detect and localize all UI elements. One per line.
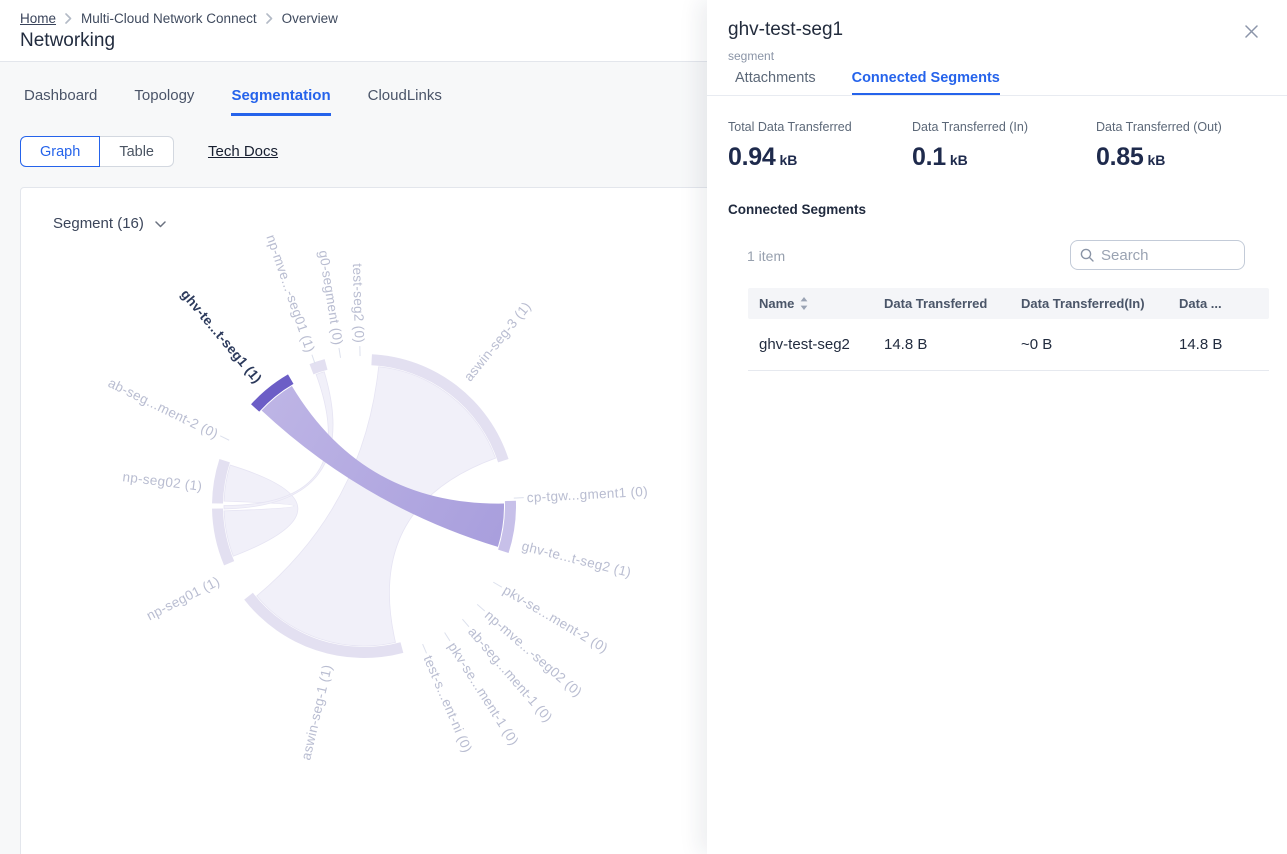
segment-arc[interactable] xyxy=(244,592,404,658)
label-leader-line xyxy=(338,347,342,358)
column-header-data-transferred: Data Transferred xyxy=(884,296,988,311)
graph-view-button[interactable]: Graph xyxy=(20,136,101,167)
segment-label[interactable]: g0-segment (0) xyxy=(316,249,346,346)
segment-label[interactable]: ghv-te...t-seg1 (1) xyxy=(178,286,265,386)
search-box xyxy=(1070,240,1245,270)
breadcrumb-item[interactable]: Multi-Cloud Network Connect xyxy=(81,11,257,26)
breadcrumb: Home Multi-Cloud Network Connect Overvie… xyxy=(20,11,338,26)
stat-unit: kB xyxy=(1147,152,1166,168)
label-leader-line xyxy=(462,618,470,628)
table-view-button[interactable]: Table xyxy=(100,136,174,167)
main-tab-bar: Dashboard Topology Segmentation CloudLin… xyxy=(24,87,442,116)
stat-unit: kB xyxy=(779,152,798,168)
segment-label[interactable]: np-mve...-seg01 (1) xyxy=(263,233,317,355)
segment-dropdown-label: Segment (16) xyxy=(53,215,144,232)
sort-icon[interactable] xyxy=(800,297,808,310)
cell-data-transferred-out: 14.8 B xyxy=(1179,336,1223,353)
segment-arc[interactable] xyxy=(309,359,328,375)
page-title: Networking xyxy=(20,30,116,51)
chevron-right-icon xyxy=(265,13,273,24)
label-leader-line xyxy=(311,354,316,365)
cell-data-transferred-in: ~0 B xyxy=(1021,336,1053,353)
items-count: 1 item xyxy=(747,248,786,264)
label-leader-line xyxy=(476,604,486,612)
chevron-right-icon xyxy=(65,13,72,24)
chord-ribbon[interactable] xyxy=(223,464,299,557)
segment-dropdown[interactable]: Segment (16) xyxy=(53,215,166,232)
segment-arc[interactable] xyxy=(251,374,294,412)
breadcrumb-home-link[interactable]: Home xyxy=(20,11,57,26)
view-controls: Graph Table Tech Docs xyxy=(20,136,278,167)
tab-cloudlinks[interactable]: CloudLinks xyxy=(367,87,442,104)
panel-tabs-divider xyxy=(707,95,1287,96)
segment-label[interactable]: ab-seg...ment-2 (0) xyxy=(106,375,221,441)
label-leader-line xyxy=(422,643,427,654)
tab-dashboard[interactable]: Dashboard xyxy=(24,87,98,104)
tab-topology[interactable]: Topology xyxy=(134,87,195,104)
panel-tab-bar: Attachments Connected Segments xyxy=(735,70,1000,96)
segment-label[interactable]: cp-tgw...gment1 (0) xyxy=(526,484,648,505)
table-row[interactable]: ghv-test-seg2 14.8 B ~0 B 14.8 B xyxy=(748,319,1269,371)
search-icon xyxy=(1080,248,1094,262)
tab-attachments[interactable]: Attachments xyxy=(735,70,816,86)
cell-data-transferred: 14.8 B xyxy=(884,336,928,353)
chevron-down-icon xyxy=(155,215,166,232)
chord-ribbon[interactable] xyxy=(223,371,334,510)
stat-total-data-transferred: Total Data Transferred 0.94 kB xyxy=(728,120,912,172)
tech-docs-link[interactable]: Tech Docs xyxy=(207,143,279,160)
close-icon[interactable] xyxy=(1243,23,1259,39)
stat-value: 0.85 xyxy=(1096,143,1144,171)
label-leader-line xyxy=(513,497,524,499)
stat-label: Data Transferred (Out) xyxy=(1096,120,1222,134)
table-header-row: Name Data Transferred Data Transferred(I… xyxy=(748,288,1269,319)
column-header-data-transferred-in: Data Transferred(In) xyxy=(1021,296,1145,311)
connected-segments-heading: Connected Segments xyxy=(728,202,867,217)
stat-data-transferred-out: Data Transferred (Out) 0.85 kB xyxy=(1096,120,1266,172)
stat-value: 0.1 xyxy=(912,143,946,171)
segment-detail-panel: ghv-test-seg1 segment Attachments Connec… xyxy=(707,0,1287,854)
panel-title: ghv-test-seg1 xyxy=(728,19,844,40)
segment-label[interactable]: aswin-seg-3 (1) xyxy=(461,299,534,384)
panel-subtitle: segment xyxy=(728,49,775,63)
search-input[interactable] xyxy=(1101,246,1235,264)
column-header-data-transferred-out: Data ... xyxy=(1179,296,1222,311)
cell-segment-name[interactable]: ghv-test-seg2 xyxy=(759,336,850,353)
segment-label[interactable]: aswin-seg-1 (1) xyxy=(298,663,335,761)
tab-connected-segments[interactable]: Connected Segments xyxy=(851,70,1000,96)
segment-arc[interactable] xyxy=(212,508,235,566)
column-header-name[interactable]: Name xyxy=(748,296,884,311)
tab-segmentation[interactable]: Segmentation xyxy=(231,87,331,116)
stat-unit: kB xyxy=(949,152,968,168)
segment-arc[interactable] xyxy=(212,459,230,504)
segment-arc[interactable] xyxy=(498,500,516,553)
connected-segments-table: Name Data Transferred Data Transferred(I… xyxy=(748,288,1269,371)
segment-label[interactable]: np-seg01 (1) xyxy=(144,574,222,624)
label-leader-line xyxy=(219,435,230,441)
stat-label: Data Transferred (In) xyxy=(912,120,1029,134)
graph-table-toggle: Graph Table xyxy=(20,136,174,167)
stats-row: Total Data Transferred 0.94 kB Data Tran… xyxy=(728,120,1266,172)
label-leader-line xyxy=(444,632,451,642)
segment-label[interactable]: test-seg2 (0) xyxy=(350,263,367,343)
segment-arc[interactable] xyxy=(371,354,509,463)
label-leader-line xyxy=(492,581,503,588)
breadcrumb-item-current: Overview xyxy=(281,11,338,26)
segment-label[interactable]: np-seg02 (1) xyxy=(122,469,203,494)
chord-ribbon[interactable] xyxy=(256,366,497,647)
stat-label: Total Data Transferred xyxy=(728,120,852,134)
stat-value: 0.94 xyxy=(728,143,776,171)
segment-chord-diagram[interactable]: aswin-seg-3 (1) cp-tgw...gment1 (0) ghv-te… xyxy=(21,188,708,854)
segment-label[interactable]: ghv-te...t-seg2 (1) xyxy=(520,538,633,580)
chord-ribbon[interactable] xyxy=(261,385,504,547)
stat-data-transferred-in: Data Transferred (In) 0.1 kB xyxy=(912,120,1096,172)
